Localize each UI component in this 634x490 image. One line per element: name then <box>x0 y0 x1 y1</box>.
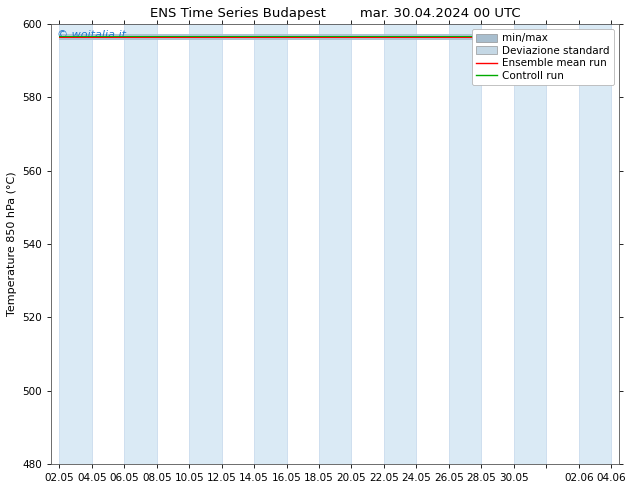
Bar <box>189 24 222 464</box>
Bar <box>254 24 287 464</box>
Y-axis label: Temperature 850 hPa (°C): Temperature 850 hPa (°C) <box>7 172 17 316</box>
Text: © woitalia.it: © woitalia.it <box>57 30 126 41</box>
Legend: min/max, Deviazione standard, Ensemble mean run, Controll run: min/max, Deviazione standard, Ensemble m… <box>472 29 614 85</box>
Bar <box>449 24 481 464</box>
Bar <box>579 24 611 464</box>
Bar <box>124 24 157 464</box>
Bar <box>384 24 417 464</box>
Bar <box>60 24 92 464</box>
Bar <box>514 24 547 464</box>
Bar <box>319 24 351 464</box>
Title: ENS Time Series Budapest        mar. 30.04.2024 00 UTC: ENS Time Series Budapest mar. 30.04.2024… <box>150 7 521 20</box>
